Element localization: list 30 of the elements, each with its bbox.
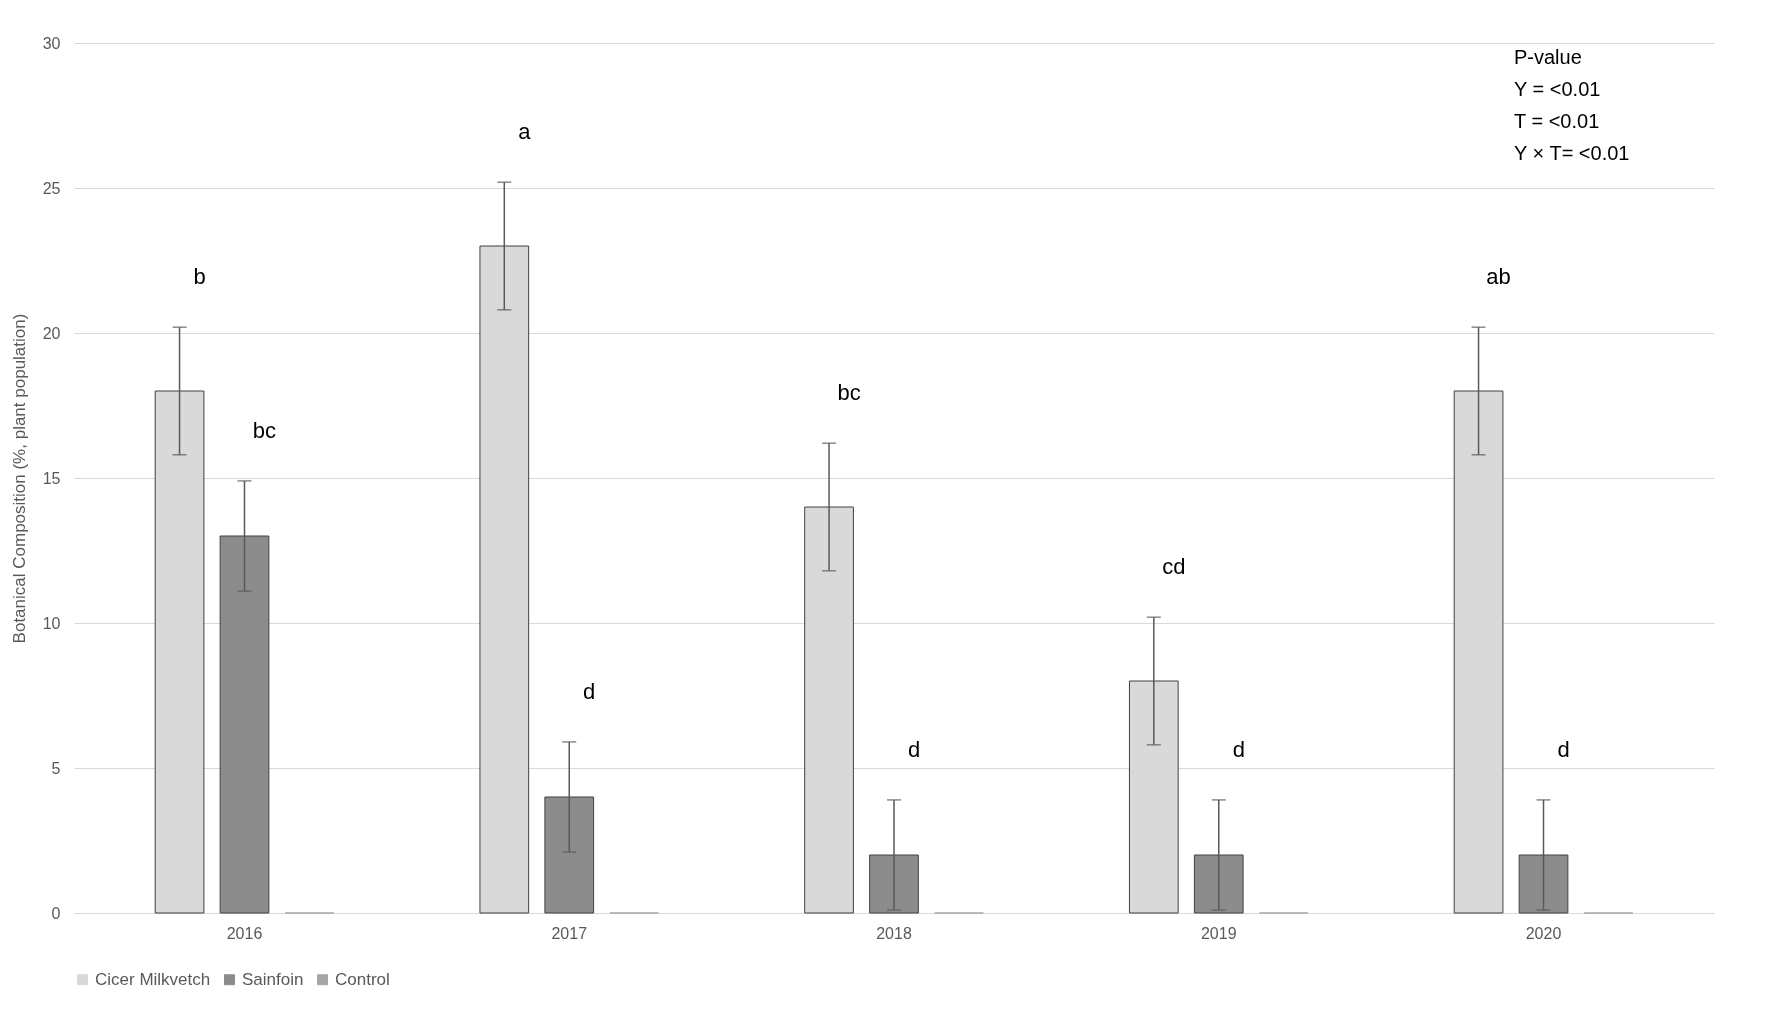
x-tick-label: 2016	[226, 924, 263, 942]
y-tick-label: 10	[42, 614, 61, 632]
annotation: bc	[252, 417, 277, 443]
x-tick-label: 2020	[1525, 924, 1562, 942]
annotation: P-value	[1514, 46, 1582, 68]
legend-label: Sainfoin	[242, 969, 304, 989]
annotation: d	[907, 736, 921, 762]
annotation: T = <0.01	[1514, 110, 1600, 132]
annotation: a	[518, 119, 532, 145]
legend-label: Control	[335, 969, 390, 989]
y-tick-label: 20	[42, 324, 61, 342]
annotation: Y = <0.01	[1514, 78, 1601, 100]
annotation: cd	[1162, 554, 1186, 580]
x-tick-label: 2018	[876, 924, 912, 942]
y-tick-label: 5	[51, 759, 61, 777]
x-tick-label: 2019	[1200, 924, 1237, 942]
y-tick-label: 0	[51, 904, 61, 922]
annotation: b	[193, 264, 206, 290]
legend-label: Cicer Milkvetch	[95, 969, 211, 989]
annotation: Y × T= <0.01	[1514, 142, 1630, 164]
annotation: d	[1232, 736, 1245, 762]
y-tick-label: 30	[42, 34, 61, 52]
annotation: bc	[837, 380, 861, 406]
y-tick-label: 25	[42, 179, 61, 197]
y-axis-title: Botanical Composition (%, plant population)	[9, 313, 29, 644]
annotation: d	[583, 678, 596, 704]
annotation: d	[1557, 736, 1570, 762]
annotation: ab	[1486, 264, 1511, 290]
y-tick-label: 15	[42, 469, 61, 487]
x-tick-label: 2017	[551, 924, 588, 942]
